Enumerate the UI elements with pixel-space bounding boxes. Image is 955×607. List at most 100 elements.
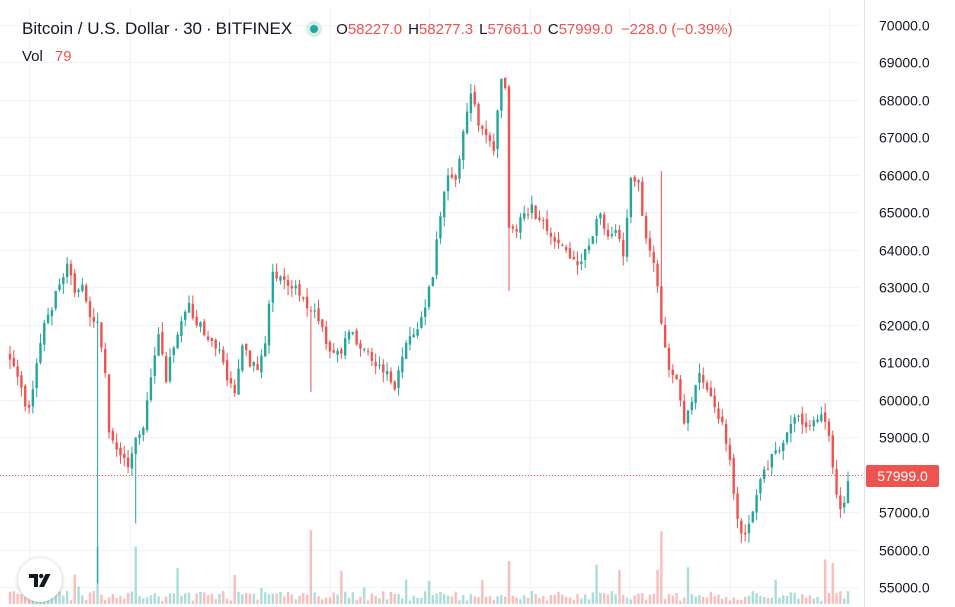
candle-body	[671, 369, 674, 376]
volume-bar	[351, 592, 355, 604]
candle-body	[12, 358, 16, 367]
candle-body	[820, 414, 823, 422]
candle-body	[793, 417, 796, 424]
volume-bar	[214, 599, 217, 604]
candle-body	[290, 286, 294, 289]
volume-bar	[835, 592, 838, 604]
candle-body	[157, 334, 160, 356]
candle-body	[81, 284, 84, 291]
volume-bar	[614, 594, 617, 604]
candle-body	[644, 216, 648, 239]
candle-body	[667, 347, 671, 370]
volume-bar	[283, 596, 286, 604]
tradingview-logo-icon[interactable]	[18, 558, 62, 602]
volume-bar	[31, 598, 35, 604]
candle-body	[294, 285, 297, 289]
candle-body	[229, 378, 233, 384]
open-label: O	[336, 20, 348, 38]
candle-body	[530, 204, 534, 214]
candle-body	[717, 408, 720, 419]
volume-bar	[496, 596, 499, 604]
candle-body	[100, 322, 103, 348]
candle-body	[515, 229, 518, 232]
interval-label[interactable]: 30	[183, 19, 202, 38]
candle-body	[24, 385, 27, 407]
candle-body	[622, 239, 625, 257]
volume-bar	[134, 546, 137, 604]
volume-bar	[580, 598, 583, 604]
candle-body	[420, 316, 423, 328]
candle-body	[481, 125, 484, 129]
volume-bar	[763, 596, 766, 604]
exchange-label[interactable]: BITFINEX	[215, 19, 293, 38]
candle-body	[123, 453, 126, 459]
candle-body	[412, 334, 415, 338]
candle-body	[450, 174, 454, 178]
volume-bar	[423, 591, 427, 604]
candle-body	[344, 338, 347, 356]
volume-bar	[88, 592, 92, 604]
volume-bar	[195, 593, 198, 604]
volume-bar	[8, 591, 12, 604]
candle-body	[827, 421, 831, 436]
volume-bar	[713, 596, 716, 604]
candle-body	[92, 317, 95, 322]
volume-bar	[648, 594, 652, 604]
volume-bar	[229, 600, 233, 604]
volume-bar	[374, 595, 377, 604]
volume-bar	[439, 591, 442, 604]
volume-bar	[705, 597, 709, 604]
volume-bar	[462, 595, 465, 604]
volume-label[interactable]: Vol	[22, 48, 43, 65]
candle-body	[465, 111, 469, 134]
candle-body	[382, 364, 385, 373]
y-tick-label: 64000.0	[879, 243, 930, 259]
candle-body	[808, 424, 812, 426]
candle-body	[839, 495, 842, 510]
y-tick-label: 57000.0	[879, 505, 930, 521]
volume-bar	[656, 569, 659, 604]
volume-bar	[77, 586, 80, 604]
candle-body	[264, 343, 267, 357]
candle-body	[130, 453, 134, 469]
candle-body	[846, 481, 850, 504]
candle-body	[500, 78, 503, 111]
volume-bar	[587, 599, 591, 604]
volume-bar	[256, 599, 259, 604]
candle-body	[736, 493, 739, 519]
candle-body	[336, 350, 339, 355]
candle-body	[576, 261, 579, 266]
candle-body	[317, 308, 320, 322]
volume-bar	[107, 597, 111, 604]
candle-body	[595, 219, 598, 236]
candle-body	[679, 379, 682, 401]
volume-bar	[736, 599, 739, 604]
candle-body	[690, 402, 694, 411]
symbol-name[interactable]: Bitcoin / U.S. Dollar	[22, 19, 170, 38]
volume-bar	[831, 563, 834, 604]
candle-body	[469, 93, 473, 114]
candle-body	[568, 248, 572, 259]
low-value: 57661.0	[487, 20, 542, 38]
volume-bar	[515, 597, 518, 604]
candle-body	[206, 336, 210, 340]
y-tick-label: 62000.0	[879, 318, 930, 334]
candle-body	[835, 468, 838, 495]
volume-bar	[732, 597, 735, 604]
volume-bar	[225, 598, 229, 604]
candle-body	[591, 236, 594, 244]
candle-body	[572, 257, 575, 260]
volume-bar	[481, 580, 484, 604]
volume-bar	[717, 594, 720, 604]
volume-bar	[142, 598, 145, 604]
high-value: 58277.3	[418, 20, 474, 38]
candle-body	[283, 276, 286, 280]
volume-bar	[458, 600, 461, 604]
candle-body	[370, 351, 374, 361]
volume-bar	[793, 592, 796, 604]
candle-body	[698, 372, 701, 384]
volume-bar	[336, 594, 339, 604]
candle-body	[496, 110, 499, 150]
